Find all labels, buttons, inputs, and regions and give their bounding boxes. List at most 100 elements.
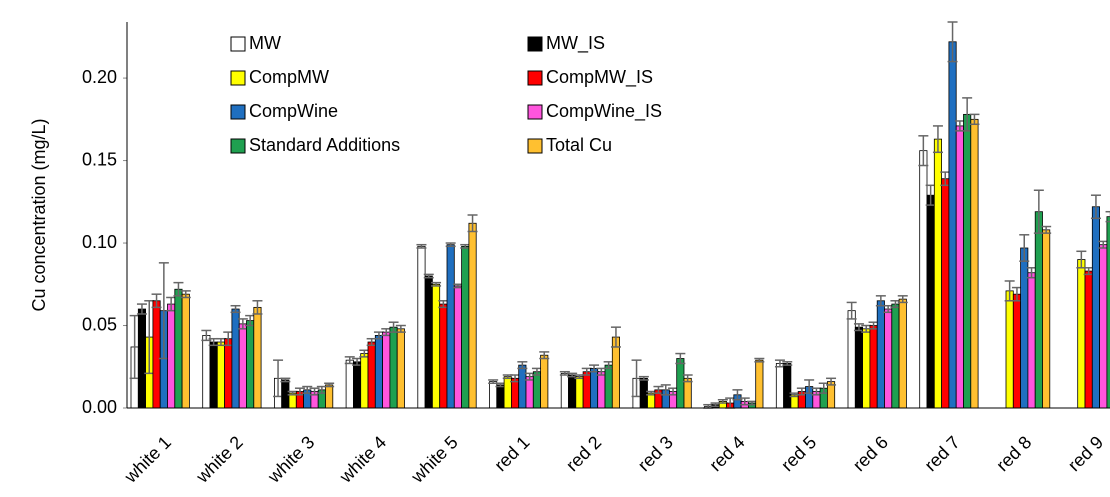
bar <box>345 359 354 409</box>
bar <box>970 118 979 409</box>
x-tick-label: white 5 <box>407 432 462 487</box>
legend-label: CompMW_IS <box>546 67 653 88</box>
legend-label: CompWine <box>249 101 338 121</box>
x-tick-label: red 6 <box>849 432 892 475</box>
bar <box>919 150 928 409</box>
bar <box>510 377 520 409</box>
bar <box>933 138 942 409</box>
bar <box>496 384 505 409</box>
bar <box>231 308 240 409</box>
bar <box>374 335 383 409</box>
bar <box>898 298 907 409</box>
legend-label: MW_IS <box>546 33 605 54</box>
x-tick-label: red 7 <box>921 432 964 475</box>
bar <box>582 371 591 409</box>
bar <box>783 363 792 409</box>
bar <box>181 293 190 409</box>
bar <box>468 222 477 409</box>
bar <box>755 359 764 409</box>
bar <box>775 363 784 409</box>
bar <box>417 245 426 409</box>
bar <box>1091 206 1101 409</box>
bar <box>926 194 935 409</box>
bar <box>639 377 648 409</box>
y-tick-label: 0.10 <box>82 232 117 252</box>
legend-label: MW <box>249 33 281 53</box>
legend-swatch <box>230 70 246 86</box>
bar <box>1012 293 1021 409</box>
legend-swatch <box>230 36 246 52</box>
x-tick-label: white 3 <box>263 432 318 487</box>
x-tick-label: red 1 <box>490 432 533 475</box>
bar <box>948 41 957 409</box>
bar <box>560 372 569 409</box>
x-tick-label: red 4 <box>705 432 748 475</box>
bar <box>955 125 964 409</box>
bar <box>439 303 448 409</box>
bar <box>246 320 255 409</box>
bar <box>367 341 376 409</box>
bar <box>453 285 462 409</box>
bar <box>604 364 613 409</box>
bar <box>683 377 692 409</box>
bar <box>884 308 893 409</box>
legend-label: CompMW <box>249 67 329 87</box>
bar <box>862 328 871 409</box>
x-tick-label: red 3 <box>634 432 677 475</box>
bar <box>575 376 584 409</box>
bar <box>137 308 147 409</box>
x-tick-label: white 1 <box>120 432 175 487</box>
y-axis-title: Cu concentration (mg/L) <box>29 118 49 311</box>
bar <box>216 341 226 409</box>
bar <box>869 325 878 409</box>
bar <box>525 376 534 409</box>
x-tick-label: white 2 <box>192 432 247 487</box>
legend-swatch <box>230 104 246 120</box>
bar <box>532 371 541 409</box>
bar <box>1084 270 1093 409</box>
bar <box>941 178 950 409</box>
legend-swatch <box>230 138 246 154</box>
legend-swatch <box>527 36 543 52</box>
bar <box>431 283 441 409</box>
bar <box>1020 247 1029 409</box>
bar <box>389 326 398 409</box>
bar <box>224 338 233 409</box>
bar <box>325 384 334 409</box>
x-tick-label: white 4 <box>335 432 390 487</box>
legend-swatch <box>527 138 543 154</box>
bar <box>1077 259 1086 409</box>
bar <box>202 335 211 409</box>
bar <box>253 306 262 409</box>
x-tick-label: red 5 <box>777 432 820 475</box>
x-tick-label: red 2 <box>562 432 605 475</box>
bar <box>891 303 900 409</box>
bar <box>1034 211 1043 409</box>
bar <box>876 300 885 409</box>
bar <box>461 245 470 409</box>
legend-label: Standard Additions <box>249 135 400 155</box>
legend-label: CompWine_IS <box>546 101 662 122</box>
bar <box>382 331 391 409</box>
bar <box>963 113 972 409</box>
bar <box>352 361 362 409</box>
bar <box>209 341 218 409</box>
y-tick-label: 0.00 <box>82 397 117 417</box>
bar <box>1027 272 1036 409</box>
bar <box>489 381 498 409</box>
bar <box>152 300 161 409</box>
legend-label: Total Cu <box>546 135 612 155</box>
y-tick-label: 0.05 <box>82 314 117 334</box>
bar <box>854 326 863 409</box>
bar <box>396 328 405 409</box>
bar <box>1042 229 1051 409</box>
x-tick-label: red 9 <box>1064 432 1107 475</box>
bar <box>597 371 606 409</box>
bar <box>238 323 247 409</box>
bar <box>167 303 176 409</box>
y-tick-label: 0.15 <box>82 149 117 169</box>
bar <box>568 374 577 409</box>
bar <box>424 275 433 409</box>
